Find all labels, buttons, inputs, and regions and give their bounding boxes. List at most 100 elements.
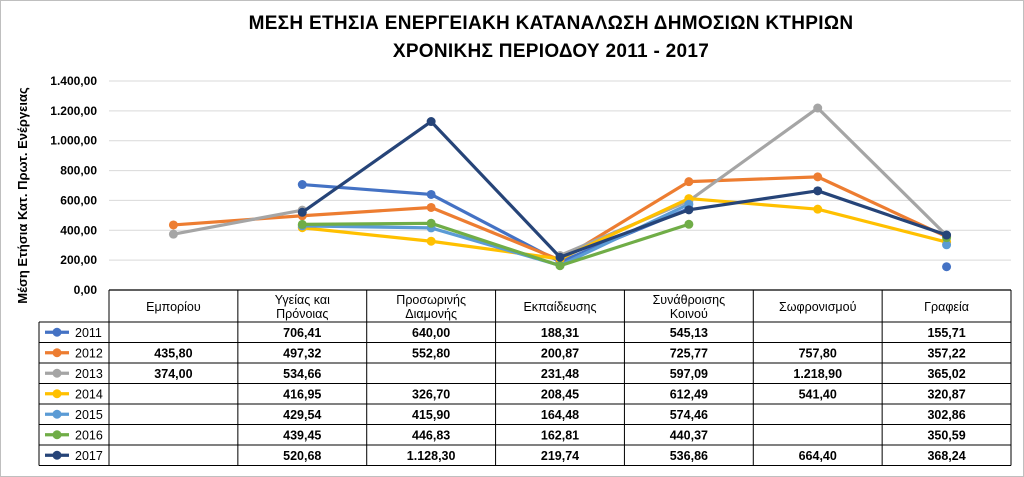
table-cell: 320,87 — [927, 387, 965, 401]
table-cell: 612,49 — [670, 387, 708, 401]
legend-marker — [52, 327, 62, 337]
table-cell: 536,86 — [670, 449, 708, 463]
series-line — [302, 221, 690, 268]
category-label: Κοινού — [670, 307, 708, 321]
table-cell: 415,90 — [412, 408, 450, 422]
series-2013 — [168, 103, 952, 260]
table-cell: 664,40 — [799, 449, 837, 463]
legend-label: 2016 — [75, 428, 103, 442]
table-cell: 725,77 — [670, 346, 708, 360]
y-tick-label: 1.000,00 — [50, 134, 97, 148]
y-tick-label: 1.200,00 — [50, 104, 97, 118]
table-cell: 541,40 — [799, 387, 837, 401]
data-point — [426, 202, 436, 212]
legend-label: 2017 — [75, 449, 103, 463]
y-tick-label: 800,00 — [60, 164, 97, 178]
table-cell: 374,00 — [154, 367, 192, 381]
legend-label: 2012 — [75, 346, 103, 360]
data-point — [684, 205, 694, 215]
category-label: Υγείας και — [275, 293, 330, 307]
data-point — [684, 219, 694, 229]
legend-label: 2015 — [75, 408, 103, 422]
table-cell: 302,86 — [927, 408, 965, 422]
data-point — [426, 117, 436, 127]
data-point — [297, 180, 307, 190]
category-label: Συνάθροισης — [653, 293, 726, 307]
table-cell: 1.128,30 — [407, 449, 456, 463]
series-2012 — [168, 172, 952, 265]
table-cell: 416,95 — [283, 387, 321, 401]
table-cell: 534,66 — [283, 367, 321, 381]
series-line — [302, 196, 947, 261]
table-cell: 439,45 — [283, 428, 321, 442]
category-label: Σωφρονισμού — [779, 300, 857, 314]
table-cell: 357,22 — [927, 346, 965, 360]
table-cell: 365,02 — [927, 367, 965, 381]
legend-marker — [52, 450, 62, 460]
category-label: Εμπορίου — [146, 300, 201, 314]
data-point — [297, 207, 307, 217]
table-cell: 429,54 — [283, 408, 321, 422]
data-point — [168, 229, 178, 239]
table-cell: 552,80 — [412, 346, 450, 360]
table-cell: 520,68 — [283, 449, 321, 463]
legend-marker — [52, 409, 62, 419]
series-2017 — [297, 117, 952, 262]
legend-marker — [52, 389, 62, 399]
data-point — [942, 262, 952, 272]
y-tick-label: 200,00 — [60, 253, 97, 267]
legend-marker — [52, 348, 62, 358]
table-cell: 326,70 — [412, 387, 450, 401]
table-cell: 200,87 — [541, 346, 579, 360]
data-point — [426, 236, 436, 246]
table-cell: 155,71 — [927, 326, 965, 340]
table-cell: 497,32 — [283, 346, 321, 360]
y-axis-label: Μέση Ετήσια Κατ. Πρωτ. Ενέργειας — [15, 87, 30, 304]
series-line — [173, 208, 303, 236]
y-tick-label: 0,00 — [74, 283, 98, 297]
table-cell: 368,24 — [927, 449, 965, 463]
category-label: Πρόνοιας — [276, 307, 328, 321]
data-point — [813, 204, 823, 214]
table-cell: 440,37 — [670, 428, 708, 442]
data-point — [813, 172, 823, 182]
table-cell: 350,59 — [927, 428, 965, 442]
series-2016 — [297, 218, 952, 271]
table-cell: 435,80 — [154, 346, 192, 360]
legend-marker — [52, 368, 62, 378]
table-cell: 188,31 — [541, 326, 579, 340]
table-cell: 231,48 — [541, 367, 579, 381]
data-point — [942, 230, 952, 240]
legend-label: 2014 — [75, 387, 103, 401]
data-point — [426, 189, 436, 199]
table-cell: 706,41 — [283, 326, 321, 340]
chart-title-line-2: ΧΡΟΝΙΚΗΣ ΠΕΡΙΟΔΟΥ 2011 - 2017 — [392, 41, 710, 62]
table-cell: 1.218,90 — [793, 367, 842, 381]
chart-title-line-1: ΜΕΣΗ ΕΤΗΣΙΑ ΕΝΕΡΓΕΙΑΚΗ ΚΑΤΑΝΑΛΩΣΗ ΔΗΜΟΣΙ… — [248, 13, 854, 34]
category-label: Γραφεία — [924, 300, 969, 314]
data-point — [813, 186, 823, 196]
table-cell: 574,46 — [670, 408, 708, 422]
table-cell: 219,74 — [541, 449, 579, 463]
series-line — [301, 119, 948, 259]
data-point — [684, 177, 694, 187]
legend-label: 2011 — [75, 326, 102, 340]
y-tick-label: 600,00 — [60, 193, 97, 207]
series-line — [173, 175, 948, 262]
table-cell: 446,83 — [412, 428, 450, 442]
data-point — [555, 261, 565, 271]
data-point — [297, 219, 307, 229]
legend-label: 2013 — [75, 367, 103, 381]
category-label: Προσωρινής — [396, 293, 466, 307]
y-tick-label: 1.400,00 — [50, 74, 97, 88]
data-point — [168, 220, 178, 230]
table-cell: 164,48 — [541, 408, 579, 422]
category-label: Εκπαίδευσης — [523, 300, 596, 314]
table-cell: 597,09 — [670, 367, 708, 381]
category-label: Διαμονής — [405, 307, 457, 321]
table-cell: 162,81 — [541, 428, 579, 442]
data-point — [555, 252, 565, 262]
